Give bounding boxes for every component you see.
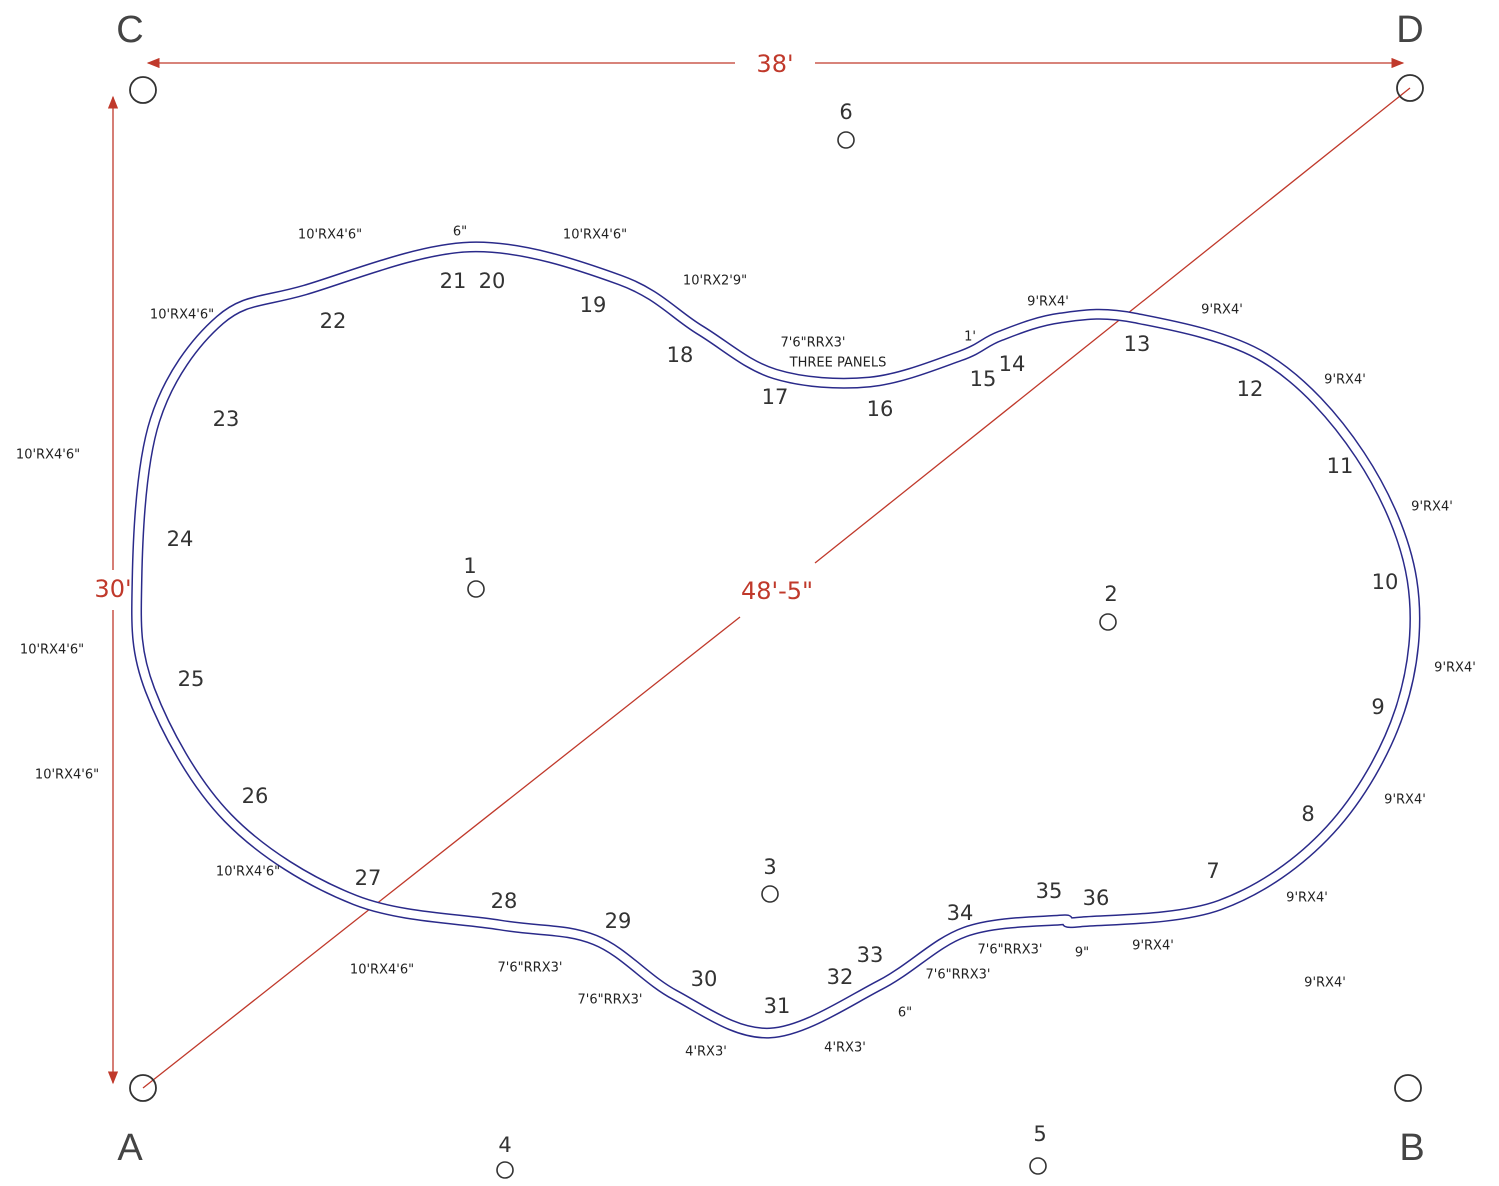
depth-label: 30': [94, 575, 131, 603]
corner-circle: [1396, 74, 1424, 102]
panel-number: 23: [213, 407, 240, 431]
dimension-lines: [107, 57, 1411, 1089]
post-label: 3: [763, 855, 776, 879]
post-circle: [467, 580, 485, 598]
diagonal-line: [814, 87, 1411, 564]
panel-number: 33: [857, 943, 884, 967]
segment-label: 6": [898, 1006, 912, 1021]
post-circle: [761, 885, 779, 903]
segment-label: 4'RX3': [685, 1045, 727, 1060]
segment-label: 7'6"RRX3': [498, 961, 563, 976]
segment-label: 10'RX4'6": [216, 865, 280, 880]
post-label: 2: [1104, 582, 1117, 606]
corner-label: C: [116, 9, 143, 51]
panel-number: 9: [1371, 695, 1384, 719]
segment-label: 7'6"RRX3': [781, 336, 846, 351]
width-label: 38': [756, 50, 793, 78]
post-circle: [1029, 1157, 1047, 1175]
panel-number: 25: [178, 667, 205, 691]
post-label: 1: [463, 554, 476, 578]
segment-label: 10'RX4'6": [20, 643, 84, 658]
segment-label: 9'RX4': [1304, 976, 1346, 991]
segment-label: 7'6"RRX3': [926, 968, 991, 983]
panel-number: 31: [764, 994, 791, 1018]
panel-number: 7: [1206, 859, 1219, 883]
post-markers: [467, 131, 1117, 1179]
panel-number: 28: [491, 889, 518, 913]
panel-number: 27: [355, 866, 382, 890]
panel-number: 30: [691, 967, 718, 991]
panel-number: 8: [1301, 802, 1314, 826]
track-inner: [132, 242, 1419, 1038]
post-circle: [1099, 613, 1117, 631]
post-label: 5: [1033, 1122, 1046, 1146]
corner-label: B: [1399, 1127, 1424, 1169]
segment-label: 6": [453, 225, 467, 240]
segment-label: 1': [964, 330, 976, 345]
panel-number: 14: [999, 352, 1026, 376]
panel-number: 35: [1036, 879, 1063, 903]
diagonal-line: [142, 616, 741, 1089]
segment-label: 9": [1075, 946, 1089, 961]
segment-label: 4'RX3': [824, 1041, 866, 1056]
panel-number: 18: [667, 343, 694, 367]
segment-label: 10'RX2'9": [683, 274, 747, 289]
segment-label: THREE PANELS: [789, 356, 887, 371]
panel-number: 11: [1327, 454, 1354, 478]
panel-number: 17: [762, 385, 789, 409]
segment-label: 10'RX4'6": [35, 768, 99, 783]
corner-label: D: [1396, 9, 1423, 51]
panel-number: 13: [1124, 332, 1151, 356]
panel-number: 26: [242, 784, 269, 808]
panel-number: 21: [440, 269, 467, 293]
segment-label: 10'RX4'6": [16, 448, 80, 463]
panel-number: 34: [947, 901, 974, 925]
track: [131, 241, 1421, 1039]
segment-label: 9'RX4': [1411, 500, 1453, 515]
panel-number: 36: [1083, 886, 1110, 910]
panel-number: 32: [827, 965, 854, 989]
segment-label: 10'RX4'6": [298, 228, 362, 243]
segment-label: 7'6"RRX3': [978, 943, 1043, 958]
panel-number: 29: [605, 909, 632, 933]
panel-number: 16: [867, 397, 894, 421]
corner-circle: [129, 76, 157, 104]
panel-number: 24: [167, 527, 194, 551]
panel-number: 12: [1237, 377, 1264, 401]
post-circle: [837, 131, 855, 149]
panel-number: 20: [479, 269, 506, 293]
corner-circle: [1394, 1074, 1422, 1102]
segment-label: 7'6"RRX3': [578, 993, 643, 1008]
diagonal-label: 48'-5": [741, 577, 813, 605]
segment-label: 9'RX4': [1027, 295, 1069, 310]
post-label: 4: [498, 1133, 511, 1157]
segment-label: 9'RX4': [1132, 939, 1174, 954]
panel-number: 19: [580, 293, 607, 317]
corner-circle: [129, 1074, 157, 1102]
post-label: 6: [839, 100, 852, 124]
segment-label: 9'RX4': [1384, 793, 1426, 808]
segment-label: 10'RX4'6": [350, 963, 414, 978]
segment-label: 9'RX4': [1434, 661, 1476, 676]
panel-number: 10: [1372, 570, 1399, 594]
segment-label: 9'RX4': [1286, 891, 1328, 906]
panel-number: 22: [320, 309, 347, 333]
corner-label: A: [117, 1127, 143, 1169]
segment-label: 10'RX4'6": [150, 308, 214, 323]
segment-label: 9'RX4': [1201, 303, 1243, 318]
segment-label: 10'RX4'6": [563, 228, 627, 243]
post-circle: [496, 1161, 514, 1179]
corner-markers: [129, 74, 1424, 1102]
panel-number: 15: [970, 367, 997, 391]
segment-label: 9'RX4': [1324, 373, 1366, 388]
